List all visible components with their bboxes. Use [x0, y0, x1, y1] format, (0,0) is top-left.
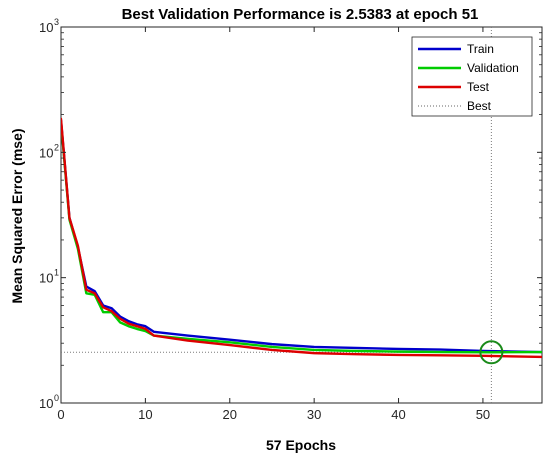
y-tick-label: 10 0	[39, 393, 59, 411]
y-tick-exponent: 0	[54, 393, 59, 403]
legend-label-validation: Validation	[467, 61, 519, 75]
y-tick-label: 10 3	[39, 17, 59, 35]
series-lines	[61, 117, 542, 359]
x-tick-label: 0	[57, 407, 64, 422]
legend-label-test: Test	[467, 80, 490, 94]
y-tick-base: 10	[39, 145, 53, 160]
series-line-train	[61, 119, 542, 354]
series-line-test	[61, 117, 542, 359]
legend-label-best: Best	[467, 99, 492, 113]
legend-label-train: Train	[467, 42, 494, 56]
y-tick-exponent: 3	[54, 17, 59, 27]
x-tick-label: 10	[138, 407, 152, 422]
x-tick-label: 40	[391, 407, 405, 422]
y-tick-exponent: 1	[54, 268, 59, 278]
x-axis-label: 57 Epochs	[266, 437, 336, 453]
series-line-validation	[61, 120, 542, 354]
x-tick-label: 20	[223, 407, 237, 422]
y-axis-label: Mean Squared Error (mse)	[9, 128, 25, 303]
y-tick-base: 10	[39, 271, 53, 286]
legend: Train Validation Test Best	[411, 36, 533, 117]
y-tick-label: 10 2	[39, 142, 59, 160]
y-tick-label: 10 1	[39, 268, 59, 286]
x-tick-label: 50	[476, 407, 490, 422]
best-point-marker	[479, 340, 504, 365]
y-tick-exponent: 2	[54, 142, 59, 152]
y-tick-base: 10	[39, 20, 53, 35]
x-tick-label: 30	[307, 407, 321, 422]
best-circle-layer	[479, 340, 504, 365]
chart-title: Best Validation Performance is 2.5383 at…	[122, 6, 479, 23]
y-tick-base: 10	[39, 396, 53, 411]
